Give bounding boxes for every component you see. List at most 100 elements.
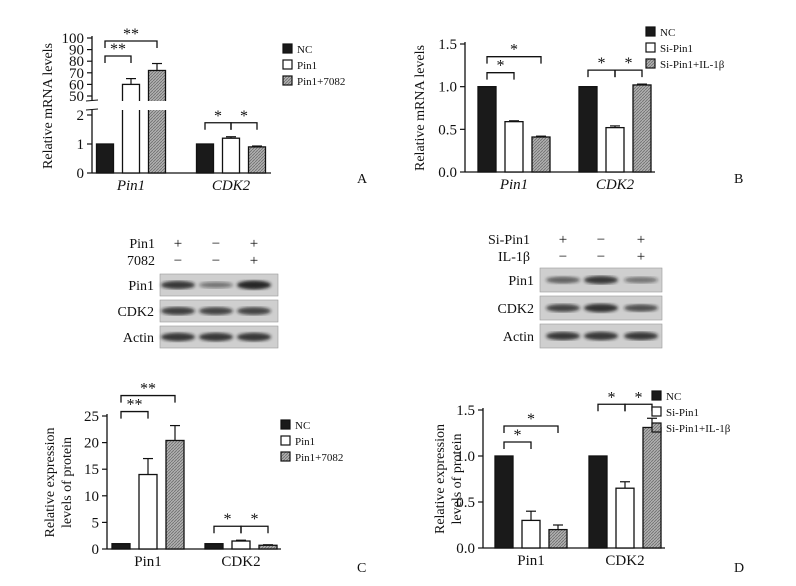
treatment-sign: + xyxy=(637,249,645,265)
treatment-sign: − xyxy=(597,249,605,265)
y-tick-label: 0.5 xyxy=(438,122,457,138)
treatment-label: Pin1 xyxy=(129,237,155,252)
y-tick-label: 2 xyxy=(77,108,85,124)
protein-band xyxy=(237,307,271,315)
x-tick-label: CDK2 xyxy=(605,553,644,569)
significance-bracket xyxy=(614,69,643,78)
bar xyxy=(615,487,635,549)
bar xyxy=(494,455,514,549)
treatment-sign: + xyxy=(637,232,645,248)
treatment-sign: + xyxy=(559,232,567,248)
significance-label: * xyxy=(527,411,535,428)
chart-C: 0 5 10 15 20 25 Relative expression levels of p… xyxy=(43,381,366,576)
y-tick-label: 90 xyxy=(69,43,84,59)
significance-label: ** xyxy=(123,26,139,43)
y-axis-label: Relative mRNA levels xyxy=(41,43,56,169)
bar xyxy=(221,137,241,174)
treatment-sign: + xyxy=(250,236,258,252)
significance-label: ** xyxy=(110,41,126,58)
y-tick-label: 1.5 xyxy=(438,37,457,53)
protein-band xyxy=(237,280,271,290)
bar-break xyxy=(121,101,141,110)
protein-band xyxy=(624,304,658,312)
y-tick-label: 1.0 xyxy=(438,80,457,96)
chart-B: 0.0 0.5 1.0 1.5 Relative mRNA levels Pin1 CDK2… xyxy=(413,26,743,193)
bar xyxy=(504,121,524,173)
significance-bracket xyxy=(104,40,158,48)
y-tick-label: 15 xyxy=(84,462,99,478)
bar xyxy=(632,84,652,173)
x-tick-label: CDK2 xyxy=(596,177,635,193)
legend-label: Si-Pin1+IL-1β xyxy=(660,59,725,71)
legend-label: Si-Pin1 xyxy=(666,407,699,419)
axis-break-mark xyxy=(85,108,99,111)
significance-bracket xyxy=(503,425,559,433)
x-tick-label: Pin1 xyxy=(517,553,545,569)
legend-label: NC xyxy=(666,391,681,403)
protein-band xyxy=(624,331,658,341)
bar xyxy=(95,143,115,174)
panel-letter: A xyxy=(357,172,368,187)
panel-letter: C xyxy=(357,561,366,576)
band-label: Pin1 xyxy=(128,279,154,294)
treatment-sign: − xyxy=(174,253,182,269)
y-axis-label: Relative mRNA levels xyxy=(413,45,428,171)
legend-label: NC xyxy=(660,27,675,39)
y-tick-label: 1.5 xyxy=(456,403,475,419)
y-tick-label: 25 xyxy=(84,409,99,425)
legend-swatch xyxy=(280,419,291,430)
y-axis-label: levels of protein xyxy=(60,437,75,528)
significance-label: * xyxy=(497,58,505,75)
protein-band xyxy=(624,276,658,284)
significance-label: ** xyxy=(127,397,143,414)
significance-bracket xyxy=(230,122,258,130)
y-tick-label: 5 xyxy=(92,515,100,531)
y-tick-label: 100 xyxy=(62,31,85,47)
band-label: Pin1 xyxy=(508,274,534,289)
legend-label: Si-Pin1+IL-1β xyxy=(666,423,731,435)
legend-swatch xyxy=(645,42,656,53)
y-tick-label: 0 xyxy=(77,166,85,182)
y-tick-label: 0.0 xyxy=(456,541,475,557)
significance-bracket xyxy=(486,72,515,80)
legend-label: Pin1+7082 xyxy=(295,452,343,464)
protein-band xyxy=(584,331,618,341)
protein-band xyxy=(199,332,233,342)
x-tick-label: CDK2 xyxy=(221,554,260,570)
bar xyxy=(521,519,541,549)
treatment-sign: + xyxy=(250,253,258,269)
bar-break xyxy=(147,101,167,110)
protein-band xyxy=(584,275,618,285)
x-tick-label: Pin1 xyxy=(116,178,145,194)
significance-label: * xyxy=(224,511,232,528)
bar xyxy=(642,426,662,549)
legend-swatch xyxy=(651,406,662,417)
significance-label: ** xyxy=(140,381,156,398)
axis-break-mark xyxy=(85,99,99,102)
panel-letter: B xyxy=(734,172,743,187)
y-tick-label: 0 xyxy=(92,542,100,558)
axis-break xyxy=(86,101,98,110)
legend-swatch xyxy=(282,75,293,86)
treatment-sign: + xyxy=(174,236,182,252)
bar xyxy=(231,540,251,550)
legend-swatch xyxy=(282,43,293,54)
significance-label: * xyxy=(635,389,643,406)
bar xyxy=(258,544,278,550)
y-tick-label: 1.0 xyxy=(456,449,475,465)
protein-band xyxy=(199,307,233,315)
y-tick-label: 0.0 xyxy=(438,165,457,181)
bar xyxy=(147,69,167,174)
significance-bracket xyxy=(503,441,532,449)
y-axis-label: Relative expression xyxy=(433,424,448,534)
legend-label: NC xyxy=(295,420,310,432)
treatment-sign: − xyxy=(212,253,220,269)
bar xyxy=(247,146,267,174)
y-tick-label: 20 xyxy=(84,436,99,452)
treatment-sign: − xyxy=(559,249,567,265)
legend-label: Pin1+7082 xyxy=(297,76,345,88)
legend-label: NC xyxy=(297,44,312,56)
